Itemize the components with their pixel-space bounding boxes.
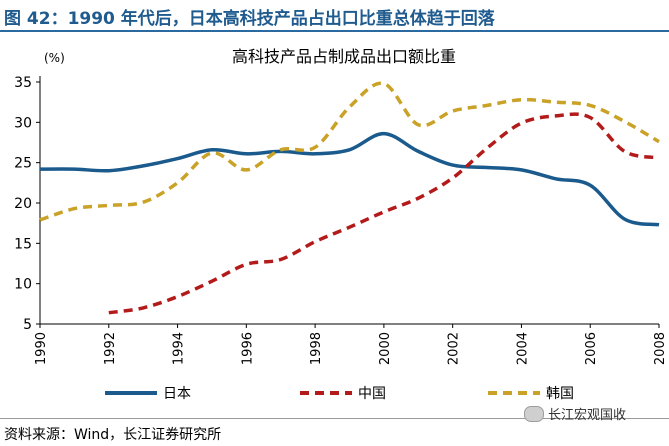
x-tick-label: 2004 [515,332,530,365]
footer-rule [0,418,669,419]
watermark-text: 长江宏观国收 [548,408,627,423]
legend-label: 韩国 [546,386,574,402]
series-china-line [108,112,660,315]
legend-label: 中国 [358,386,386,402]
y-tick-label: 5 [23,317,32,333]
line-chart: 高科技产品占制成品出口额比重 (%) 5 10 15 20 25 30 35 1990 1992… [14,47,668,402]
series-layer [39,81,660,315]
y-tick-label: 20 [14,196,32,212]
watermark: 长江宏观国收 [524,404,626,423]
legend-item-korea: 韩国 [488,386,574,402]
x-tick-label: 1990 [34,332,49,365]
legend-label: 日本 [163,386,191,402]
x-tick-label: 1998 [309,332,324,365]
y-tick-label: 25 [14,156,32,172]
x-tick-label: 1996 [240,332,255,365]
x-tick-label: 2000 [378,332,393,365]
y-tick-label: 30 [14,115,32,131]
chart-title: 高科技产品占制成品出口额比重 [232,47,456,66]
series-korea-line [39,81,660,222]
axes: 5 10 15 20 25 30 35 1990 1992 1994 1996 1998 2000 200… [14,75,668,365]
y-tick-label: 10 [14,277,32,293]
legend-item-china: 中国 [300,386,386,402]
x-tick-label: 2008 [653,332,668,365]
wechat-icon [524,405,544,422]
figure-title: 图 42：1990 年代后，日本高科技产品占出口比重总体趋于回落 [4,9,495,29]
x-tick-label: 2002 [447,332,462,365]
title-rule [0,30,669,32]
legend: 日本 中国 韩国 [105,386,574,402]
y-tick-label: 35 [14,75,32,91]
x-tick-label: 1994 [172,332,187,365]
x-tick-label: 1992 [103,332,118,365]
y-axis-unit: (%) [44,51,65,65]
source-note: 资料来源：Wind，长江证券研究所 [4,427,222,443]
legend-item-japan: 日本 [105,386,191,402]
y-tick-label: 15 [14,236,32,252]
series-japan-line [39,131,660,227]
x-tick-label: 2006 [584,332,599,365]
